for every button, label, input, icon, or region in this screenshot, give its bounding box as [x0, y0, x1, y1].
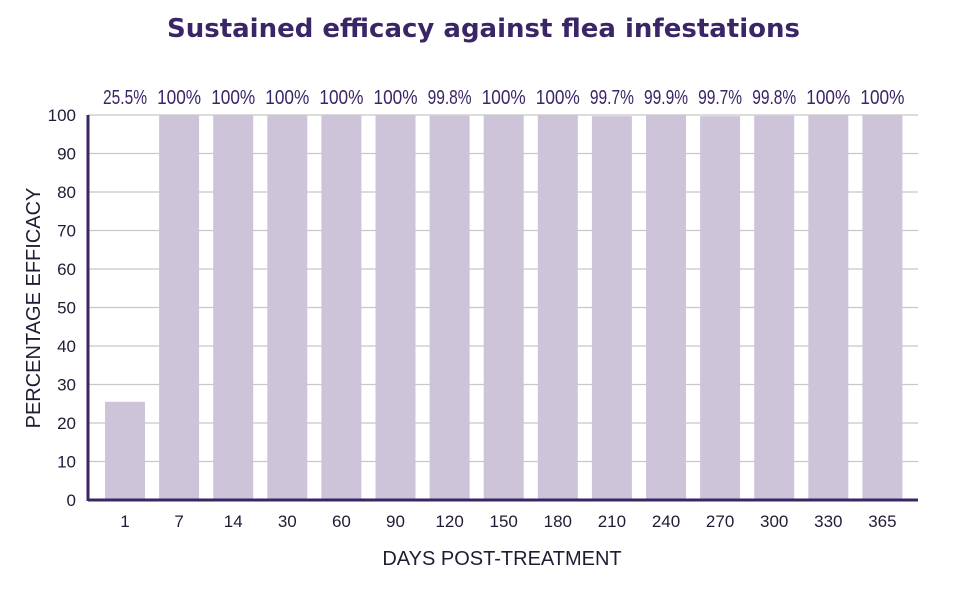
data-label: 100%: [211, 87, 255, 109]
bar: [159, 115, 200, 500]
bar: [213, 115, 254, 500]
data-label: 100%: [806, 87, 850, 109]
x-tick-label: 60: [332, 512, 351, 531]
x-tick-label: 90: [386, 512, 405, 531]
data-label: 99.8%: [752, 87, 796, 109]
chart-title: Sustained efficacy against flea infestat…: [167, 14, 800, 44]
bar: [321, 115, 362, 500]
x-axis-title: DAYS POST-TREATMENT: [382, 548, 621, 570]
data-label: 100%: [319, 87, 363, 109]
data-label: 100%: [482, 87, 526, 109]
y-tick-label: 100: [48, 106, 76, 125]
data-label: 99.7%: [590, 87, 634, 109]
bar: [646, 115, 686, 500]
y-tick-label: 50: [57, 299, 76, 318]
y-tick-label: 40: [57, 337, 76, 356]
x-tick-labels: 1 7 14 30 60 90 120 150 180 210 240 270 300 330 365: [120, 512, 896, 531]
x-tick-label: 120: [435, 512, 463, 531]
bar: [537, 115, 578, 500]
y-tick-label: 20: [57, 414, 76, 433]
data-label: 100%: [265, 87, 309, 109]
data-label: 99.8%: [428, 87, 472, 109]
bars: [105, 115, 903, 501]
x-tick-label: 1: [120, 512, 129, 531]
x-tick-label: 300: [760, 512, 788, 531]
x-tick-label: 7: [174, 512, 183, 531]
y-tick-labels: 0 10 20 30 40 50 60 70 80 90 100: [48, 106, 76, 510]
y-tick-label: 60: [57, 260, 76, 279]
data-label: 99.7%: [698, 87, 742, 109]
bar: [267, 115, 308, 500]
x-tick-label: 210: [598, 512, 626, 531]
axes: [86, 115, 918, 502]
x-tick-label: 330: [814, 512, 842, 531]
data-labels: 25.5% 100% 100% 100% 100% 100% 99.8% 100% 100% 99…: [103, 87, 905, 109]
data-label: 100%: [374, 87, 418, 109]
x-tick-label: 240: [652, 512, 680, 531]
bar: [700, 116, 741, 500]
data-label: 100%: [860, 87, 904, 109]
x-tick-label: 30: [278, 512, 297, 531]
bar: [591, 116, 632, 500]
y-tick-label: 80: [57, 183, 76, 202]
bar: [429, 115, 470, 501]
data-label: 100%: [536, 87, 580, 109]
y-tick-label: 10: [57, 453, 76, 472]
x-tick-label: 270: [706, 512, 734, 531]
data-label: 100%: [157, 87, 201, 109]
x-tick-label: 150: [490, 512, 518, 531]
bar: [375, 115, 416, 500]
bar: [862, 115, 903, 500]
data-label: 99.9%: [644, 87, 688, 109]
x-tick-label: 180: [544, 512, 572, 531]
bar: [754, 115, 795, 501]
y-tick-label: 30: [57, 376, 76, 395]
y-tick-label: 90: [57, 145, 76, 164]
x-tick-label: 14: [224, 512, 243, 531]
y-tick-label: 0: [67, 491, 76, 510]
y-axis-title: PERCENTAGE EFFICACY: [23, 188, 45, 429]
bar: [105, 401, 145, 500]
bar: [483, 115, 524, 500]
data-label: 25.5%: [103, 87, 147, 109]
bar: [808, 115, 849, 500]
x-tick-label: 365: [868, 512, 896, 531]
y-tick-label: 70: [57, 222, 76, 241]
